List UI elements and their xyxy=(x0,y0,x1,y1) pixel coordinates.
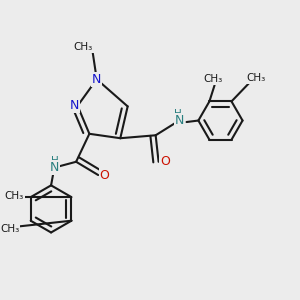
Text: H: H xyxy=(51,156,58,166)
Text: CH₃: CH₃ xyxy=(4,191,24,201)
Text: O: O xyxy=(100,169,110,182)
Text: CH₃: CH₃ xyxy=(0,224,20,234)
Text: N: N xyxy=(69,99,79,112)
Text: H: H xyxy=(174,109,182,119)
Text: N: N xyxy=(92,73,101,86)
Text: N: N xyxy=(175,114,184,127)
Text: CH₃: CH₃ xyxy=(203,74,223,84)
Text: CH₃: CH₃ xyxy=(247,73,266,83)
Text: O: O xyxy=(160,155,170,168)
Text: N: N xyxy=(49,161,59,174)
Text: CH₃: CH₃ xyxy=(74,43,93,52)
